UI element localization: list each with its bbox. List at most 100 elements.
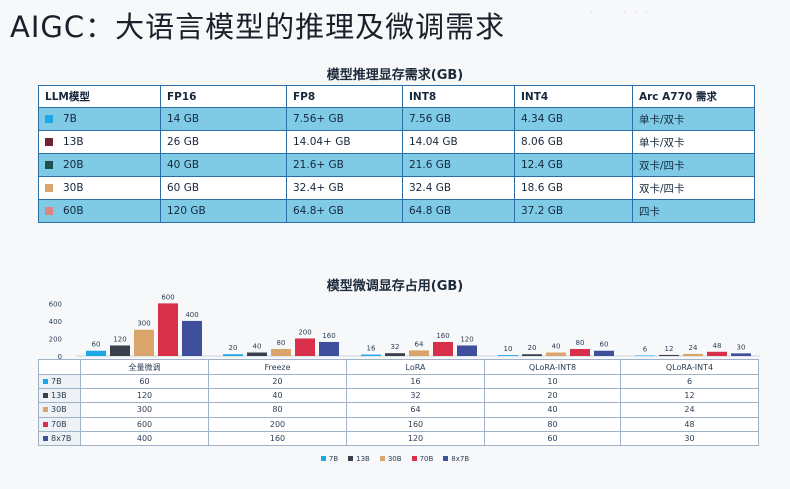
bar-value-label: 300 xyxy=(137,320,150,328)
bar-30B-0 xyxy=(134,329,154,356)
bar-8x7B-1 xyxy=(319,341,339,356)
category-header: LoRA xyxy=(346,359,485,375)
legend-label: 13B xyxy=(356,455,370,463)
bar-value-label: 10 xyxy=(504,345,513,353)
legend-item: 7B xyxy=(320,455,338,463)
value-cell-fp8: 14.04+ GB xyxy=(286,130,403,154)
series-name: 70B xyxy=(51,419,67,429)
column-header: LLM模型 xyxy=(38,85,161,108)
bar-7B-3 xyxy=(498,355,518,356)
column-header: FP16 xyxy=(160,85,287,108)
model-name: 30B xyxy=(63,182,84,194)
bar-8x7B-3 xyxy=(594,350,614,356)
legend-label: 8x7B xyxy=(451,455,470,463)
series-row: 13B 120 40 32 20 12 xyxy=(38,388,759,404)
legend-item: 13B xyxy=(348,455,370,463)
series-value-cell: 24 xyxy=(620,402,759,418)
bar-value-label: 16 xyxy=(367,345,376,353)
bar-value-label: 12 xyxy=(665,345,674,353)
finetune-bar-chart: 600 400 200 0 60 120 300 600 400 20 40 80 200 160 16 32… xyxy=(49,293,760,360)
series-value-cell: 48 xyxy=(620,416,759,432)
series-name: 8x7B xyxy=(51,433,72,443)
bar-value-label: 80 xyxy=(576,339,585,347)
bar-13B-0 xyxy=(110,345,130,356)
series-swatch-icon xyxy=(43,435,48,441)
series-value-cell: 60 xyxy=(80,373,209,390)
series-value-cell: 120 xyxy=(80,388,209,404)
series-row-header: 30B xyxy=(38,402,81,418)
bar-7B-2 xyxy=(361,354,381,356)
model-row: 13B 26 GB 14.04+ GB 14.04 GB 8.06 GB 单卡/双卡 xyxy=(38,130,755,154)
bar-30B-1 xyxy=(271,348,291,356)
bar-value-label: 60 xyxy=(600,341,609,349)
value-cell-int4: 37.2 GB xyxy=(514,199,633,223)
inference-memory-table: LLM模型 FP16 FP8 INT8 INT4 Arc A770 需求 7B 1… xyxy=(38,85,755,223)
column-header: INT4 xyxy=(514,85,633,108)
series-swatch-icon xyxy=(45,138,53,146)
bar-value-label: 24 xyxy=(689,344,698,352)
series-value-cell: 80 xyxy=(208,402,347,418)
value-cell-arc: 双卡/四卡 xyxy=(632,176,755,200)
series-swatch-icon xyxy=(45,184,53,192)
y-tick-label: 600 xyxy=(49,300,62,308)
series-swatch-icon xyxy=(43,421,48,427)
bar-13B-2 xyxy=(385,353,405,356)
legend-label: 30B xyxy=(387,455,402,463)
model-row: 20B 40 GB 21.6+ GB 21.6 GB 12.4 GB 双卡/四卡 xyxy=(38,153,755,177)
bar-70B-2 xyxy=(433,341,453,356)
corner-cell xyxy=(38,359,81,375)
legend-swatch-icon xyxy=(443,456,449,461)
series-value-cell: 120 xyxy=(346,430,485,446)
value-cell-int8: 64.8 GB xyxy=(402,199,515,223)
value-cell-fp16: 60 GB xyxy=(160,176,287,200)
value-cell-int8: 32.4 GB xyxy=(402,176,515,200)
value-cell-fp16: 40 GB xyxy=(160,153,287,177)
value-cell-fp8: 64.8+ GB xyxy=(286,199,403,223)
model-cell: 7B xyxy=(38,107,161,131)
bar-value-label: 160 xyxy=(436,332,449,340)
value-cell-int8: 7.56 GB xyxy=(402,107,515,131)
bar-8x7B-2 xyxy=(457,345,477,356)
value-cell-int4: 12.4 GB xyxy=(514,153,633,177)
category-header: QLoRA-INT8 xyxy=(484,359,621,375)
legend-swatch-icon xyxy=(411,456,417,461)
series-row: 7B 60 20 16 10 6 xyxy=(38,373,759,390)
bar-value-label: 600 xyxy=(161,293,174,301)
series-value-cell: 200 xyxy=(208,416,347,432)
series-value-cell: 600 xyxy=(80,416,209,432)
bar-8x7B-4 xyxy=(731,353,751,356)
series-value-cell: 30 xyxy=(620,430,759,446)
series-row: 30B 300 80 64 40 24 xyxy=(38,402,759,418)
bar-7B-4 xyxy=(635,355,655,357)
chart-legend: 7B 13B 30B 70B 8x7B xyxy=(0,455,790,463)
legend-swatch-icon xyxy=(379,456,385,461)
series-swatch-icon xyxy=(43,393,48,399)
legend-item: 8x7B xyxy=(443,455,469,463)
series-value-cell: 160 xyxy=(346,416,485,432)
series-row-header: 8x7B xyxy=(38,430,81,446)
bar-70B-4 xyxy=(707,351,727,356)
value-cell-int8: 21.6 GB xyxy=(402,153,515,177)
category-header: QLoRA-INT4 xyxy=(620,359,759,375)
finetune-memory-table: 全量微调 Freeze LoRA QLoRA-INT8 QLoRA-INT4 7B 60 2… xyxy=(38,359,759,446)
bar-value-label: 48 xyxy=(713,342,722,350)
value-cell-fp8: 21.6+ GB xyxy=(286,153,403,177)
bar-value-label: 60 xyxy=(92,341,101,349)
legend-label: 70B xyxy=(419,455,434,463)
value-cell-int8: 14.04 GB xyxy=(402,130,515,154)
series-value-cell: 60 xyxy=(484,430,621,446)
bar-value-label: 200 xyxy=(298,328,311,336)
model-cell: 30B xyxy=(38,176,161,200)
legend-swatch-icon xyxy=(348,456,354,461)
corner-watermark: · · · · · · xyxy=(590,8,651,17)
series-value-cell: 6 xyxy=(620,373,759,390)
model-cell: 20B xyxy=(38,153,161,177)
value-cell-int4: 18.6 GB xyxy=(514,176,633,200)
series-swatch-icon xyxy=(45,207,53,215)
model-name: 20B xyxy=(63,159,84,171)
bar-value-label: 160 xyxy=(322,332,335,340)
category-header: Freeze xyxy=(208,359,347,375)
series-value-cell: 16 xyxy=(346,373,485,390)
bar-value-label: 40 xyxy=(552,342,561,350)
column-header: FP8 xyxy=(286,85,403,108)
